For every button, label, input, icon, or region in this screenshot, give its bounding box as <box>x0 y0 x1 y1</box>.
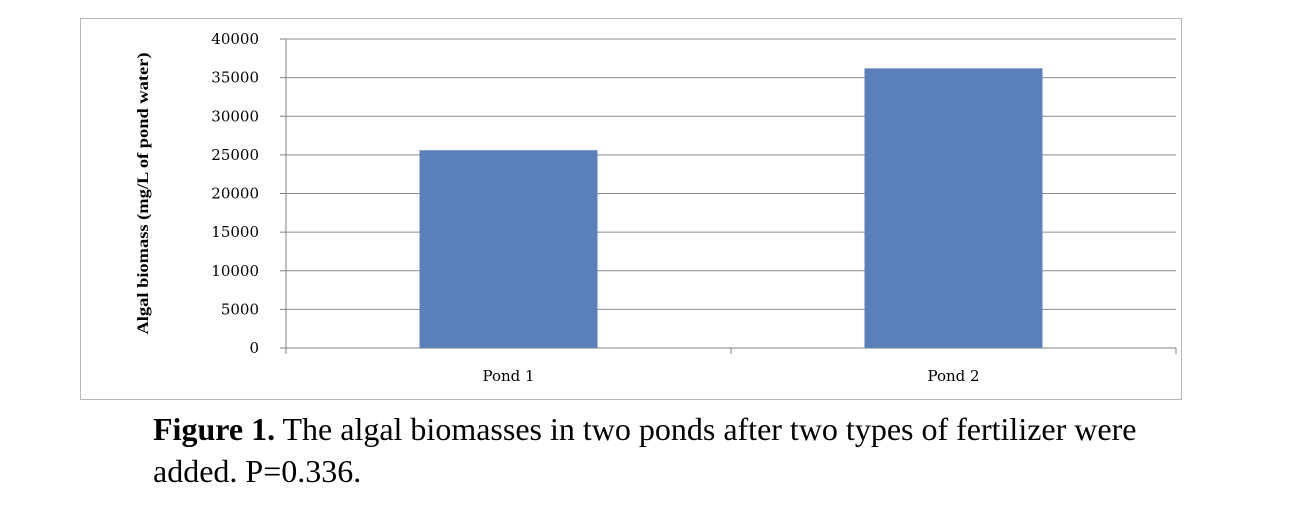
bar-pond-2 <box>864 68 1043 349</box>
x-tick-label: Pond 2 <box>927 367 979 385</box>
caption-text: The algal biomasses in two ponds after t… <box>153 411 1137 489</box>
bar-pond-1 <box>419 150 598 348</box>
y-tick-label: 40000 <box>211 30 259 48</box>
y-tick-label: 0 <box>249 339 259 357</box>
y-tick-label: 35000 <box>211 69 259 87</box>
bar-chart: 0 5000 10000 15000 20000 25000 30000 35000 40000… <box>135 30 1177 385</box>
y-tick-label: 5000 <box>221 300 259 318</box>
y-tick-label: 10000 <box>211 262 259 280</box>
tick-labels: 0 5000 10000 15000 20000 25000 30000 35000 40000… <box>211 30 979 385</box>
x-tick-label: Pond 1 <box>482 367 534 385</box>
y-tick-label: 15000 <box>211 223 259 241</box>
y-axis-label: Algal biomass (mg/L of pond water) <box>135 53 152 335</box>
figure-caption: Figure 1. The algal biomasses in two pon… <box>153 408 1153 492</box>
chart-area: 0 5000 10000 15000 20000 25000 30000 35000 40000… <box>80 18 1182 400</box>
y-tick-label: 20000 <box>211 185 259 203</box>
caption-label: Figure 1. <box>153 411 276 447</box>
y-tick-label: 25000 <box>211 146 259 164</box>
y-tick-label: 30000 <box>211 107 259 125</box>
bars <box>419 68 1043 349</box>
